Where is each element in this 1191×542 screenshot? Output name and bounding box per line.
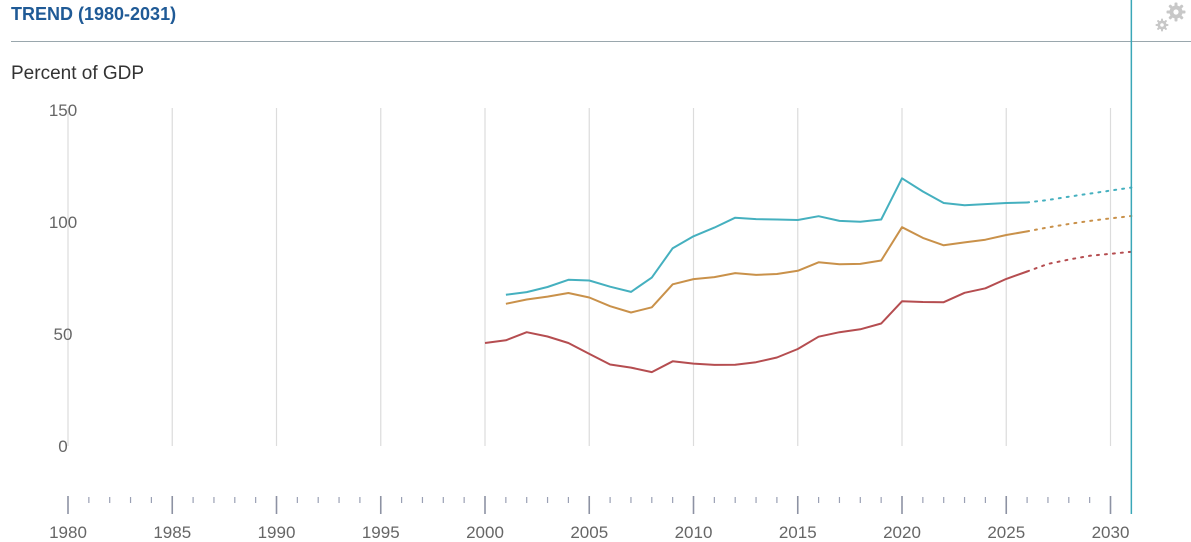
series-2[interactable] [505,215,1133,314]
chart-title: TREND (1980-2031) [11,4,177,24]
x-tick-label: 2010 [675,523,713,542]
y-tick-label: 100 [49,213,77,232]
x-tick-label: 1990 [258,523,296,542]
series-layer [484,177,1133,374]
x-tick-label: 1985 [153,523,191,542]
y-tick-label: 0 [58,437,67,456]
grid-layer [67,108,1112,446]
x-tick-label: 1980 [49,523,87,542]
x-tick-label: 2030 [1092,523,1130,542]
series-1[interactable] [505,177,1133,296]
series-line[interactable] [484,270,1028,374]
y-axis-label: Percent of GDP [11,63,145,84]
title-divider [11,41,1191,42]
x-tick-label: 2005 [570,523,608,542]
x-tick-label: 2015 [779,523,817,542]
series-line[interactable] [505,226,1028,314]
x-tick-label: 2000 [466,523,504,542]
series-projection[interactable] [1026,250,1133,273]
y-tick-label: 50 [54,325,73,344]
x-tick-label: 1995 [362,523,400,542]
x-tick-label: 2025 [987,523,1025,542]
x-tick-label: 2020 [883,523,921,542]
series-projection[interactable] [1026,215,1133,233]
series-line[interactable] [505,177,1028,296]
gears-icon[interactable] [1152,0,1188,36]
y-tick-label: 150 [49,101,77,120]
y-tick-labels: 0 50 100 150 [49,101,77,456]
series-projection[interactable] [1026,186,1133,204]
series-3[interactable] [484,250,1133,374]
x-axis: 1980 1985 1990 1995 2000 2005 2010 2015 2020 2025… [49,496,1129,542]
